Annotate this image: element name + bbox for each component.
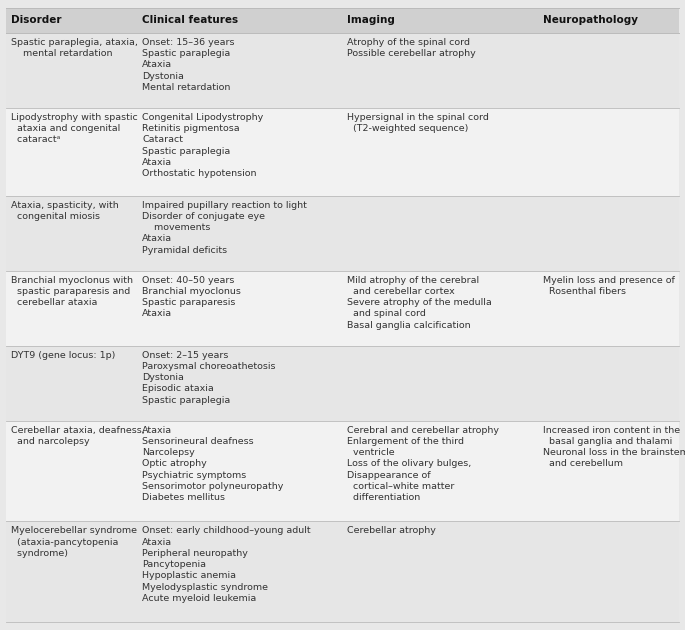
Text: DYT9 (gene locus: 1p): DYT9 (gene locus: 1p)	[11, 351, 115, 360]
Text: Atrophy of the spinal cord
Possible cerebellar atrophy: Atrophy of the spinal cord Possible cere…	[347, 38, 476, 58]
Text: Mild atrophy of the cerebral
  and cerebellar cortex
Severe atrophy of the medul: Mild atrophy of the cerebral and cerebel…	[347, 276, 493, 329]
Text: Myelocerebellar syndrome
  (ataxia-pancytopenia
  syndrome): Myelocerebellar syndrome (ataxia-pancyto…	[11, 526, 137, 558]
Text: Ataxia
Sensorineural deafness
Narcolepsy
Optic atrophy
Psychiatric symptoms
Sens: Ataxia Sensorineural deafness Narcolepsy…	[142, 426, 284, 502]
Text: Spastic paraplegia, ataxia,
    mental retardation: Spastic paraplegia, ataxia, mental retar…	[11, 38, 138, 58]
Text: Cerebral and cerebellar atrophy
Enlargement of the third
  ventricle
Loss of the: Cerebral and cerebellar atrophy Enlargem…	[347, 426, 499, 502]
Bar	[6, 108, 679, 196]
Text: Cerebellar ataxia, deafness,
  and narcolepsy: Cerebellar ataxia, deafness, and narcole…	[11, 426, 145, 446]
Bar	[6, 33, 679, 108]
Text: Onset: 15–36 years
Spastic paraplegia
Ataxia
Dystonia
Mental retardation: Onset: 15–36 years Spastic paraplegia At…	[142, 38, 235, 92]
Bar	[6, 271, 679, 346]
Text: Neuropathology: Neuropathology	[543, 16, 638, 25]
Bar	[6, 8, 679, 33]
Text: Myelin loss and presence of
  Rosenthal fibers: Myelin loss and presence of Rosenthal fi…	[543, 276, 675, 296]
Bar	[6, 521, 679, 622]
Text: Increased iron content in the
  basal ganglia and thalami
Neuronal loss in the b: Increased iron content in the basal gang…	[543, 426, 685, 468]
Text: Impaired pupillary reaction to light
Disorder of conjugate eye
    movements
Ata: Impaired pupillary reaction to light Dis…	[142, 201, 307, 255]
Text: Hypersignal in the spinal cord
  (T2-weighted sequence): Hypersignal in the spinal cord (T2-weigh…	[347, 113, 489, 133]
Text: Branchial myoclonus with
  spastic paraparesis and
  cerebellar ataxia: Branchial myoclonus with spastic parapar…	[11, 276, 133, 307]
Text: Onset: early childhood–young adult
Ataxia
Peripheral neuropathy
Pancytopenia
Hyp: Onset: early childhood–young adult Ataxi…	[142, 526, 311, 603]
Text: Congenital Lipodystrophy
Retinitis pigmentosa
Cataract
Spastic paraplegia
Ataxia: Congenital Lipodystrophy Retinitis pigme…	[142, 113, 264, 178]
Text: Lipodystrophy with spastic
  ataxia and congenital
  cataractᵃ: Lipodystrophy with spastic ataxia and co…	[11, 113, 138, 144]
Text: Ataxia, spasticity, with
  congenital miosis: Ataxia, spasticity, with congenital mios…	[11, 201, 119, 221]
Text: Clinical features: Clinical features	[142, 16, 238, 25]
Bar	[6, 346, 679, 421]
Text: Disorder: Disorder	[11, 16, 62, 25]
Text: Onset: 40–50 years
Branchial myoclonus
Spastic paraparesis
Ataxia: Onset: 40–50 years Branchial myoclonus S…	[142, 276, 241, 318]
Text: Onset: 2–15 years
Paroxysmal choreoathetosis
Dystonia
Episodic ataxia
Spastic pa: Onset: 2–15 years Paroxysmal choreoathet…	[142, 351, 276, 404]
Text: Cerebellar atrophy: Cerebellar atrophy	[347, 526, 436, 536]
Bar	[6, 196, 679, 271]
Text: Imaging: Imaging	[347, 16, 395, 25]
Bar	[6, 421, 679, 521]
